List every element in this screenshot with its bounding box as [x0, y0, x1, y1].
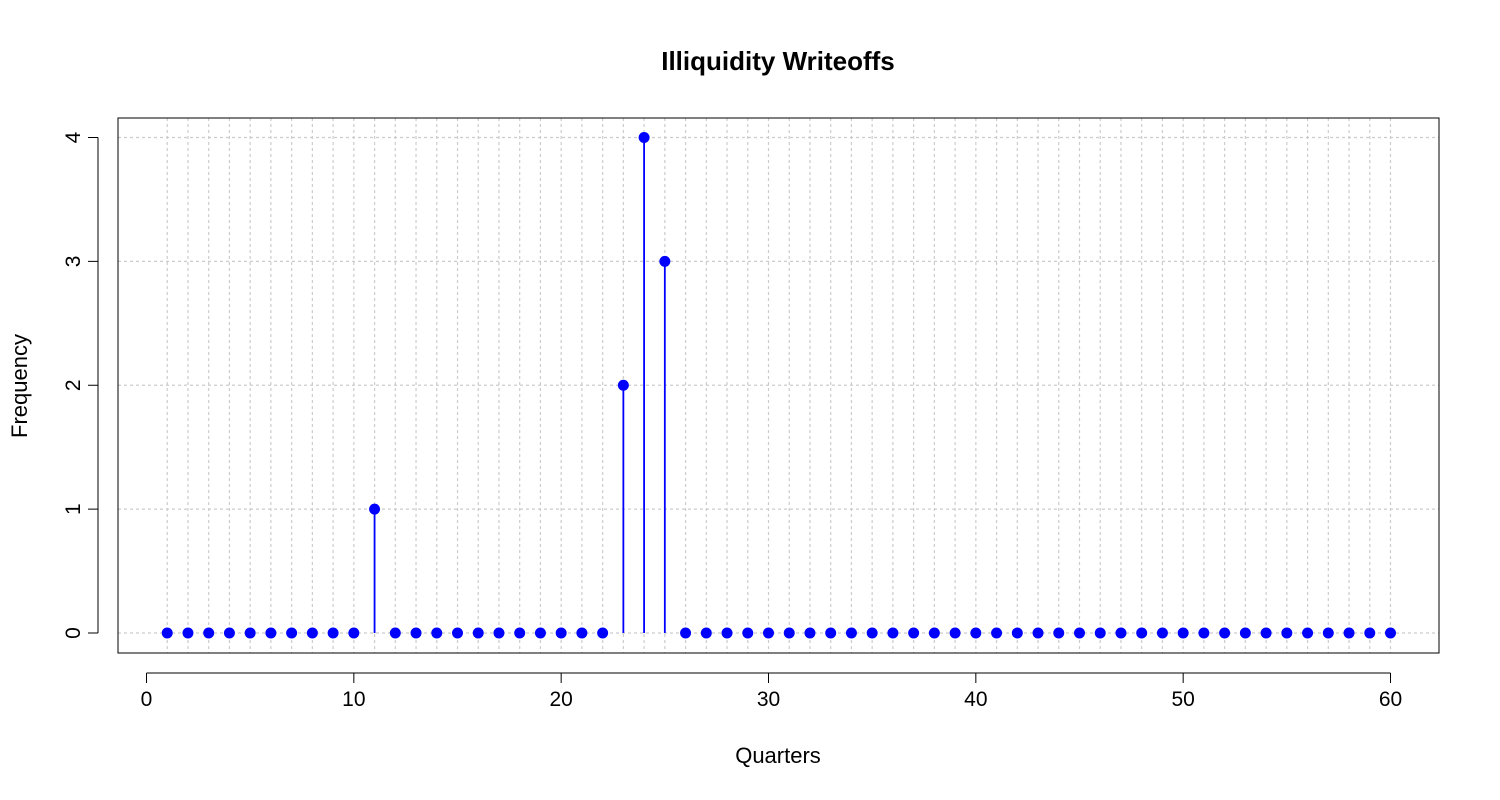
y-tick-label: 1 — [62, 503, 85, 515]
data-point — [182, 627, 194, 639]
data-point — [804, 627, 816, 639]
x-tick-label: 40 — [964, 688, 987, 711]
x-tick-label: 50 — [1171, 688, 1194, 711]
data-point — [1156, 627, 1168, 639]
data-point — [1177, 627, 1189, 639]
data-point — [1074, 627, 1085, 639]
data-point — [597, 627, 609, 639]
data-point — [1094, 627, 1106, 639]
data-point — [348, 627, 360, 639]
plot-frame — [117, 117, 1440, 654]
data-point — [1136, 627, 1148, 639]
data-point — [223, 627, 235, 639]
data-point — [742, 627, 754, 639]
data-point — [1385, 627, 1396, 639]
data-point — [410, 627, 422, 639]
grid — [118, 118, 1439, 653]
x-axis-label: Quarters — [735, 743, 821, 768]
y-axis: 0 1 2 3 4 — [62, 131, 99, 639]
data-point — [493, 627, 505, 639]
data-point — [161, 627, 173, 639]
data-point — [389, 627, 401, 639]
data-point — [1364, 627, 1376, 639]
data-point — [638, 132, 650, 143]
data-point — [949, 627, 961, 639]
data-point — [555, 627, 567, 639]
data-point — [970, 627, 982, 639]
data-point — [431, 627, 443, 639]
y-tick-label: 0 — [62, 627, 85, 639]
data-point — [1053, 627, 1065, 639]
data-point — [472, 627, 484, 639]
data-point — [1260, 627, 1272, 639]
data-point — [763, 627, 774, 639]
data-point — [286, 627, 298, 639]
data-point — [514, 627, 526, 639]
data-point — [1115, 627, 1127, 639]
data-point — [452, 627, 463, 639]
data-point — [700, 627, 712, 639]
data-point — [1032, 627, 1044, 639]
points — [161, 132, 1396, 639]
data-point — [1198, 627, 1210, 639]
data-point — [845, 627, 857, 639]
data-point — [306, 627, 318, 639]
data-point — [1011, 627, 1023, 639]
data-point — [1219, 627, 1231, 639]
data-point — [991, 627, 1003, 639]
data-point — [866, 627, 878, 639]
chart-title: Illiquidity Writeoffs — [661, 46, 895, 76]
x-tick-label: 30 — [757, 688, 780, 711]
data-point — [783, 627, 795, 639]
y-tick-label: 3 — [62, 256, 85, 268]
data-point — [203, 627, 215, 639]
data-point — [244, 627, 256, 639]
x-axis: 0 10 20 30 40 50 60 — [141, 672, 1402, 711]
data-point — [887, 627, 899, 639]
x-tick-label: 20 — [549, 688, 572, 711]
data-point — [369, 503, 381, 515]
y-axis-label: Frequency — [7, 334, 32, 438]
data-point — [1322, 627, 1334, 639]
y-tick-label: 2 — [62, 379, 85, 391]
data-point — [576, 627, 588, 639]
y-tick-label: 4 — [62, 131, 85, 143]
data-point — [721, 627, 733, 639]
stems — [373, 137, 666, 633]
x-tick-label: 60 — [1379, 688, 1402, 711]
data-point — [908, 627, 920, 639]
data-point — [928, 627, 940, 639]
data-point — [265, 627, 277, 639]
data-point — [327, 627, 339, 639]
data-point — [659, 255, 671, 267]
data-point — [1302, 627, 1314, 639]
x-tick-label: 10 — [342, 688, 365, 711]
data-point — [1343, 627, 1355, 639]
data-point — [534, 627, 546, 639]
x-tick-label: 0 — [141, 688, 153, 711]
data-point — [1239, 627, 1251, 639]
data-point — [825, 627, 837, 639]
data-point — [680, 627, 692, 639]
data-point — [617, 379, 629, 391]
data-point — [1281, 627, 1293, 639]
